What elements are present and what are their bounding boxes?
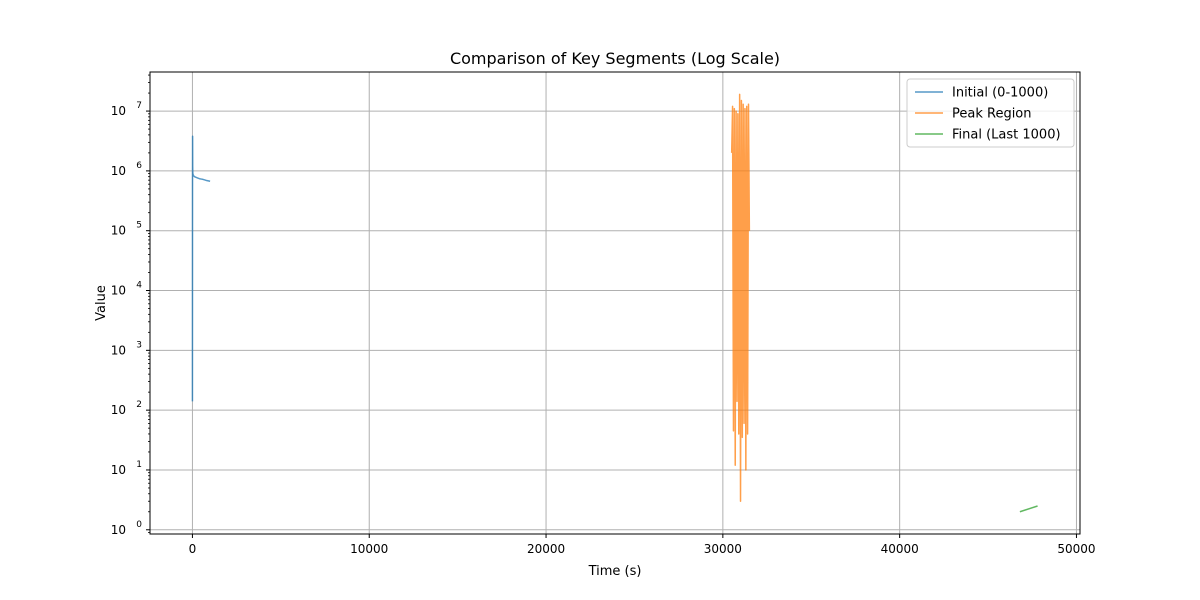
plot-frame: [149, 71, 1081, 535]
legend-label: Peak Region: [952, 107, 1032, 122]
x-tick-label: 40000: [881, 542, 919, 556]
y-tick-label: 10 7: [111, 101, 142, 118]
x-tick-label: 30000: [704, 542, 742, 556]
plot-area: [150, 72, 1080, 534]
legend-label: Initial (0-1000): [952, 86, 1048, 101]
series-lines: [191, 93, 1038, 513]
x-tick-label: 20000: [527, 542, 565, 556]
x-axis-label: Time (s): [588, 564, 642, 579]
legend-box: [906, 78, 1075, 148]
y-tick-label: 10 6: [111, 161, 143, 178]
legend: Initial (0-1000) Peak Region Final (Last 1…: [906, 78, 1075, 148]
x-tick-label: 50000: [1057, 542, 1095, 556]
series-line-1: [730, 93, 751, 502]
series-line-0: [191, 135, 211, 402]
y-tick-label: 10 0: [111, 520, 143, 537]
y-tick-label: 10 4: [111, 281, 143, 298]
y-tick-label: 10 1: [111, 460, 142, 477]
legend-label: Final (Last 1000): [952, 128, 1061, 143]
chart-title: Comparison of Key Segments (Log Scale): [450, 49, 780, 68]
y-tick-label: 10 3: [111, 340, 142, 357]
series-line-2: [1019, 505, 1038, 513]
y-axis-label: Value: [94, 285, 109, 321]
y-tick-label: 10 5: [111, 221, 142, 238]
grid: [150, 72, 1080, 534]
x-tick-label: 10000: [350, 542, 388, 556]
y-tick-label: 10 2: [111, 400, 142, 417]
x-tick-label: 0: [189, 542, 197, 556]
